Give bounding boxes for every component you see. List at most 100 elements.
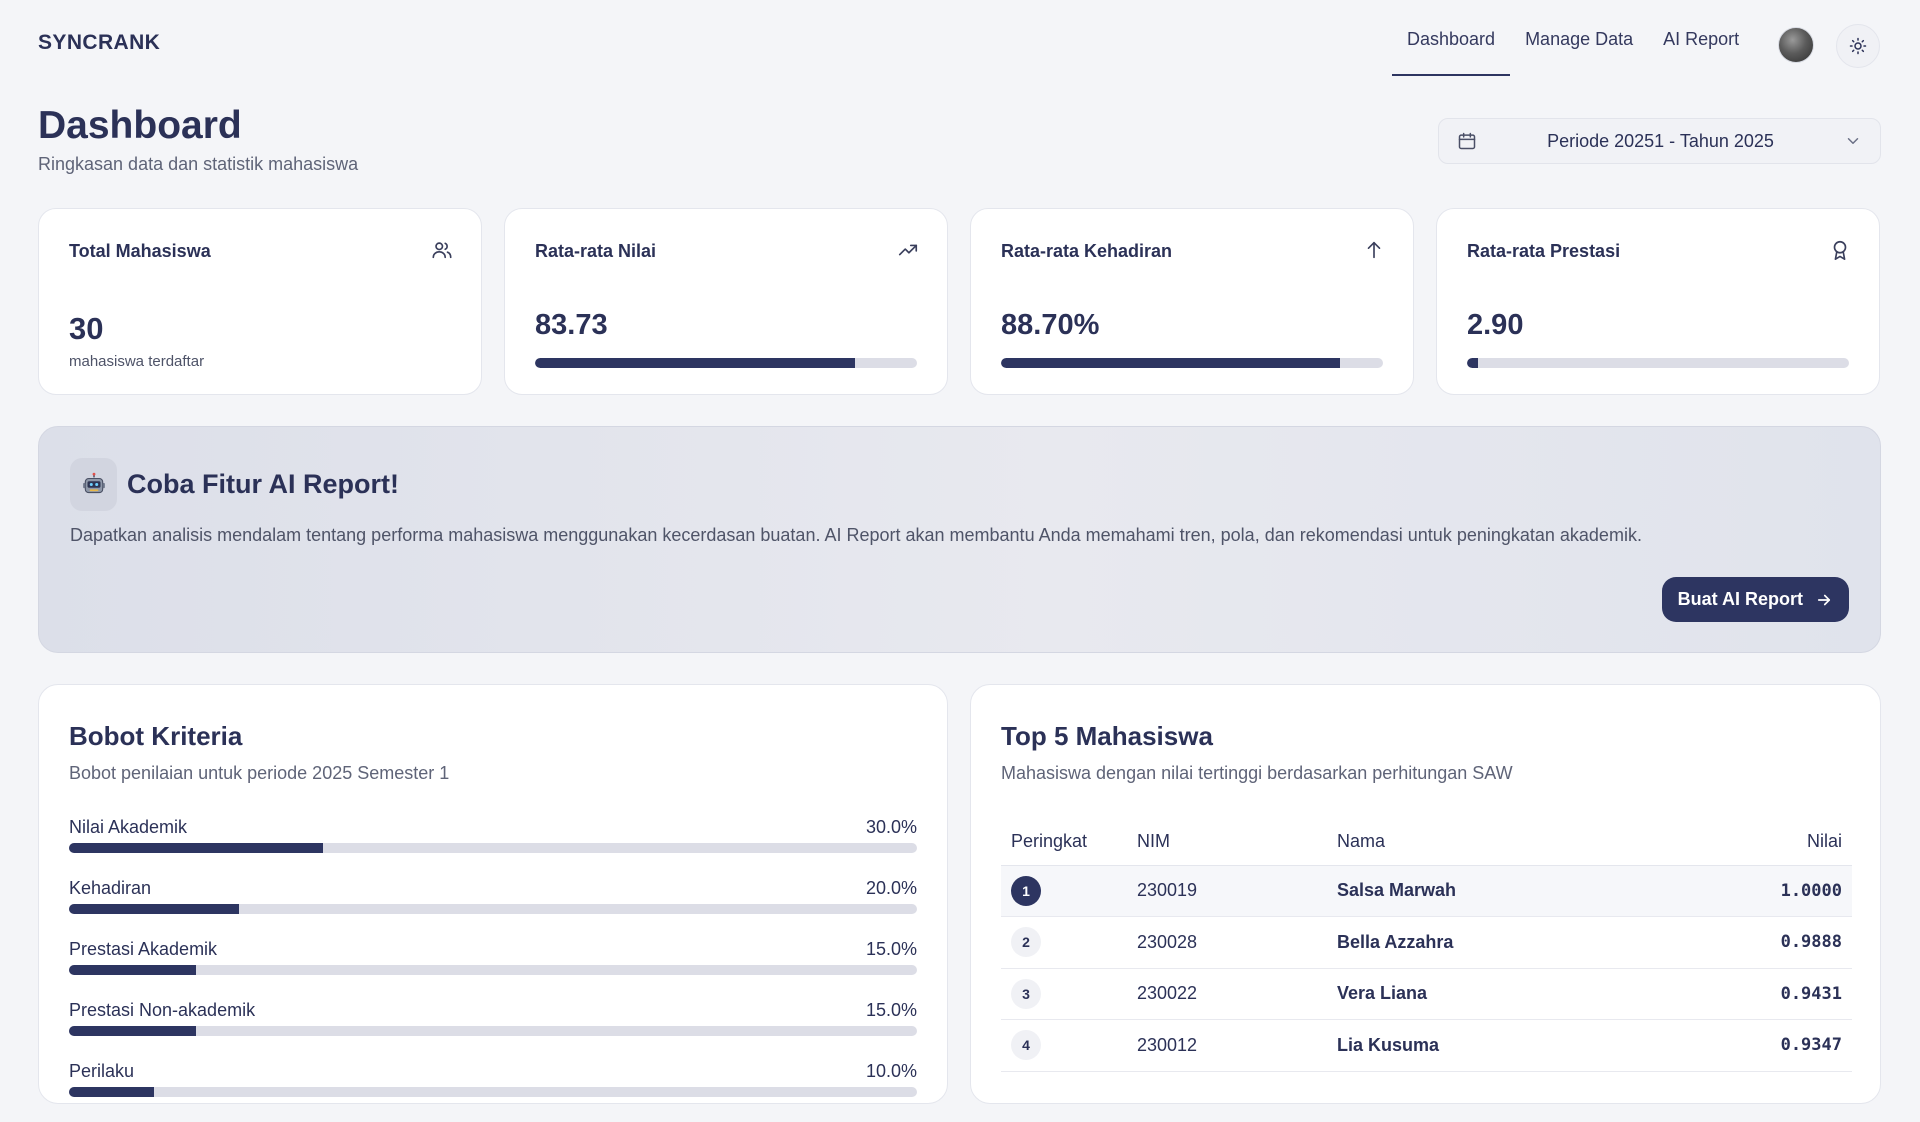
trending-up-icon — [898, 244, 918, 256]
theme-toggle-button[interactable] — [1836, 24, 1880, 68]
criteria-item: Kehadiran 20.0% — [69, 878, 917, 939]
stat-card-rata-rata-prestasi: Rata-rata Prestasi 2.90 — [1436, 208, 1880, 395]
nav-manage-data[interactable]: Manage Data — [1525, 28, 1634, 49]
stat-value: 83.73 — [535, 309, 608, 341]
criteria-bar-fill — [69, 965, 197, 975]
criteria-subtitle: Bobot penilaian untuk periode 2025 Semes… — [69, 763, 450, 783]
rank-cell: 3 — [1001, 968, 1127, 1020]
ai-banner-description: Dapatkan analisis mendalam tentang perfo… — [70, 525, 1642, 545]
criteria-bar — [69, 1026, 917, 1036]
criteria-item: Prestasi Non-akademik 15.0% — [69, 1000, 917, 1061]
criteria-percent: 10.0% — [865, 1061, 917, 1081]
top5-subtitle: Mahasiswa dengan nilai tertinggi berdasa… — [1001, 763, 1513, 783]
criteria-bar-fill — [69, 1087, 154, 1097]
score-cell: 0.9431 — [1658, 968, 1852, 1020]
rank-badge: 2 — [1011, 927, 1041, 958]
page-title: Dashboard — [38, 104, 242, 147]
nav-ai-report[interactable]: AI Report — [1663, 28, 1740, 49]
calendar-icon — [1458, 132, 1476, 150]
criteria-bar-fill — [69, 843, 324, 853]
criteria-bar-fill — [69, 1026, 197, 1036]
arrow-up-icon — [1367, 241, 1381, 259]
table-row[interactable]: 2 230028 Bella Azzahra 0.9888 — [1001, 916, 1852, 969]
column-header-rank: Peringkat — [1001, 819, 1127, 866]
robot-icon — [70, 458, 117, 511]
criteria-name: Prestasi Akademik — [69, 939, 218, 959]
name-cell: Bella Azzahra — [1327, 916, 1659, 969]
rank-badge: 1 — [1011, 875, 1041, 906]
progress-bar — [535, 358, 917, 368]
criteria-title: Bobot Kriteria — [69, 721, 243, 751]
stat-note: mahasiswa terdaftar — [69, 353, 205, 370]
criteria-name: Prestasi Non-akademik — [69, 1000, 256, 1020]
criteria-list: Nilai Akademik 30.0% Kehadiran 20.0% Pre… — [69, 817, 917, 1122]
criteria-item: Nilai Akademik 30.0% — [69, 817, 917, 878]
period-select-value: Periode 20251 - Tahun 2025 — [1547, 130, 1774, 151]
criteria-bar — [69, 965, 917, 975]
table-row[interactable]: 1 230019 Salsa Marwah 1.0000 — [1001, 865, 1852, 917]
nim-cell: 230019 — [1127, 865, 1327, 917]
ranking-table: Peringkat NIM Nama Nilai 1 230019 Salsa … — [1001, 819, 1852, 1072]
column-header-name: Nama — [1327, 819, 1659, 866]
criteria-bar-fill — [69, 904, 239, 914]
name-cell: Salsa Marwah — [1327, 865, 1659, 917]
table-row[interactable]: 4 230012 Lia Kusuma 0.9347 — [1001, 1019, 1852, 1072]
criteria-percent: 15.0% — [865, 939, 917, 959]
score-cell: 0.9347 — [1658, 1019, 1852, 1072]
score-cell: 1.0000 — [1658, 865, 1852, 917]
rank-cell: 4 — [1001, 1019, 1127, 1072]
name-cell: Vera Liana — [1327, 968, 1659, 1020]
rank-cell: 1 — [1001, 865, 1127, 917]
stat-card-total-mahasiswa: Total Mahasiswa 30 mahasiswa terdaftar — [38, 208, 482, 395]
criteria-percent: 15.0% — [865, 1000, 917, 1020]
column-header-nim: NIM — [1127, 819, 1327, 866]
users-icon — [432, 242, 452, 259]
rank-cell: 2 — [1001, 916, 1127, 969]
arrow-right-icon — [1817, 594, 1831, 605]
create-ai-report-button[interactable]: Buat AI Report — [1661, 577, 1849, 622]
table-row[interactable]: 3 230022 Vera Liana 0.9431 — [1001, 968, 1852, 1020]
nav-links: Dashboard Manage Data AI Report — [1392, 0, 1754, 78]
stat-card-rata-rata-kehadiran: Rata-rata Kehadiran 88.70% — [970, 208, 1414, 395]
nav-dashboard[interactable]: Dashboard — [1392, 0, 1511, 78]
criteria-panel: Bobot Kriteria Bobot penilaian untuk per… — [38, 684, 948, 1104]
top5-title: Top 5 Mahasiswa — [1001, 721, 1213, 751]
progress-fill — [1467, 358, 1479, 368]
progress-bar — [1001, 358, 1383, 368]
chevron-down-icon — [1847, 138, 1859, 144]
sun-icon — [1849, 37, 1867, 55]
award-icon — [1833, 240, 1847, 260]
ai-report-banner: Coba Fitur AI Report! Dapatkan analisis … — [38, 426, 1881, 653]
create-ai-report-label: Buat AI Report — [1677, 589, 1803, 609]
ai-banner-heading: Coba Fitur AI Report! — [127, 469, 399, 499]
stat-value: 88.70% — [1001, 309, 1100, 341]
criteria-percent: 20.0% — [865, 878, 917, 898]
criteria-bar — [69, 904, 917, 914]
stat-title: Rata-rata Nilai — [535, 241, 657, 261]
criteria-bar — [69, 843, 917, 853]
criteria-bar — [69, 1087, 917, 1097]
avatar[interactable] — [1778, 27, 1814, 63]
column-header-score: Nilai — [1658, 819, 1852, 866]
rank-badge: 3 — [1011, 978, 1041, 1009]
criteria-name: Perilaku — [69, 1061, 135, 1081]
criteria-item: Prestasi Akademik 15.0% — [69, 939, 917, 1000]
progress-bar — [1467, 358, 1849, 368]
stat-title: Rata-rata Prestasi — [1467, 241, 1621, 261]
nim-cell: 230022 — [1127, 968, 1327, 1020]
stat-value: 2.90 — [1467, 309, 1524, 341]
nim-cell: 230012 — [1127, 1019, 1327, 1072]
rank-badge: 4 — [1011, 1030, 1041, 1061]
stat-value: 30 — [69, 311, 104, 346]
progress-fill — [535, 358, 855, 368]
name-cell: Lia Kusuma — [1327, 1019, 1659, 1072]
period-select[interactable]: Periode 20251 - Tahun 2025 — [1438, 118, 1881, 164]
brand-logo[interactable]: SYNCRANK — [38, 31, 161, 54]
score-cell: 0.9888 — [1658, 916, 1852, 969]
criteria-name: Nilai Akademik — [69, 817, 188, 837]
progress-fill — [1001, 358, 1340, 368]
stat-card-rata-rata-nilai: Rata-rata Nilai 83.73 — [504, 208, 948, 395]
criteria-name: Kehadiran — [69, 878, 152, 898]
stat-title: Total Mahasiswa — [69, 241, 211, 261]
criteria-item: Perilaku 10.0% — [69, 1061, 917, 1122]
